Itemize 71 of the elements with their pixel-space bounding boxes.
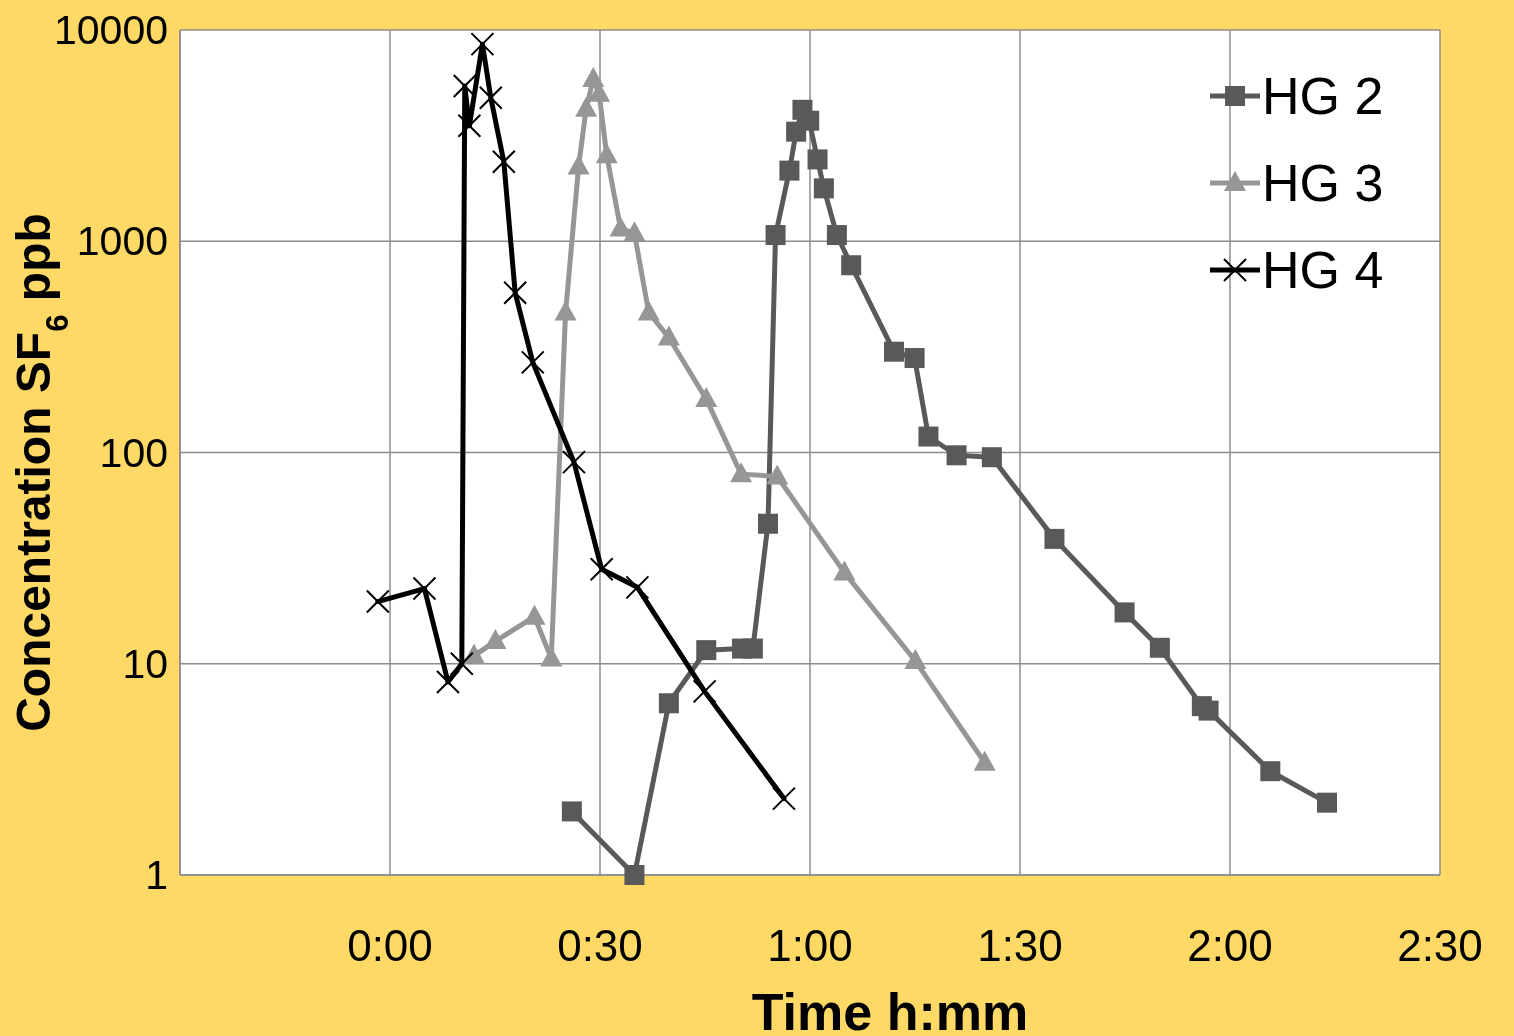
y-tick-label: 10 <box>122 640 168 687</box>
point <box>696 640 717 661</box>
point <box>765 225 786 246</box>
point <box>470 32 495 57</box>
point <box>463 643 485 664</box>
point <box>813 178 834 199</box>
x-tick-label: 2:30 <box>1397 921 1483 970</box>
point <box>884 341 904 362</box>
x-tick-label: 0:30 <box>557 921 643 970</box>
point <box>575 96 598 117</box>
point <box>946 445 967 466</box>
point <box>561 801 582 822</box>
point <box>1149 637 1170 658</box>
point <box>625 575 650 600</box>
point <box>807 149 828 170</box>
x-tick-label: 1:30 <box>977 921 1063 970</box>
point <box>1260 761 1281 782</box>
point <box>554 300 577 321</box>
point <box>1317 792 1338 813</box>
y-tick-label: 1000 <box>76 218 168 265</box>
legend-label: HG 2 <box>1262 67 1384 125</box>
point <box>730 462 753 483</box>
point <box>833 560 856 581</box>
point <box>658 693 679 714</box>
point <box>365 589 390 614</box>
point <box>766 464 789 485</box>
point <box>491 149 516 174</box>
point <box>452 74 477 99</box>
point <box>637 300 660 321</box>
point <box>1114 602 1135 623</box>
point <box>826 225 847 246</box>
point <box>520 350 545 375</box>
point <box>623 221 646 242</box>
point <box>561 450 586 475</box>
point <box>657 325 680 346</box>
point <box>412 576 437 601</box>
point <box>841 255 862 276</box>
y-tick-label: 1 <box>145 852 168 898</box>
point <box>981 447 1002 468</box>
point <box>503 280 528 305</box>
point <box>1198 700 1219 721</box>
point <box>589 557 614 582</box>
point <box>904 348 925 369</box>
x-tick-label: 0:00 <box>347 921 433 970</box>
point <box>695 387 718 408</box>
point <box>779 160 800 181</box>
point <box>457 113 482 138</box>
point <box>918 426 939 447</box>
point <box>904 649 927 670</box>
point <box>582 67 605 88</box>
point <box>1044 528 1065 549</box>
x-tick-label: 1:00 <box>767 921 853 970</box>
point <box>624 865 645 885</box>
point <box>692 679 717 704</box>
y-tick-label: 10000 <box>53 7 168 53</box>
point <box>523 604 546 625</box>
point <box>771 786 796 811</box>
point <box>758 513 778 534</box>
point <box>478 85 503 110</box>
point <box>484 629 507 650</box>
legend-label: HG 3 <box>1262 154 1384 212</box>
legend-label: HG 4 <box>1262 241 1384 299</box>
point <box>742 638 763 659</box>
point <box>595 143 618 164</box>
x-axis-title: Time h:mm <box>751 983 1029 1036</box>
point <box>567 154 590 175</box>
point <box>435 669 460 694</box>
y-tick-label: 100 <box>99 429 168 476</box>
x-tick-label: 2:00 <box>1187 921 1273 970</box>
point <box>973 750 996 771</box>
point <box>449 651 474 676</box>
